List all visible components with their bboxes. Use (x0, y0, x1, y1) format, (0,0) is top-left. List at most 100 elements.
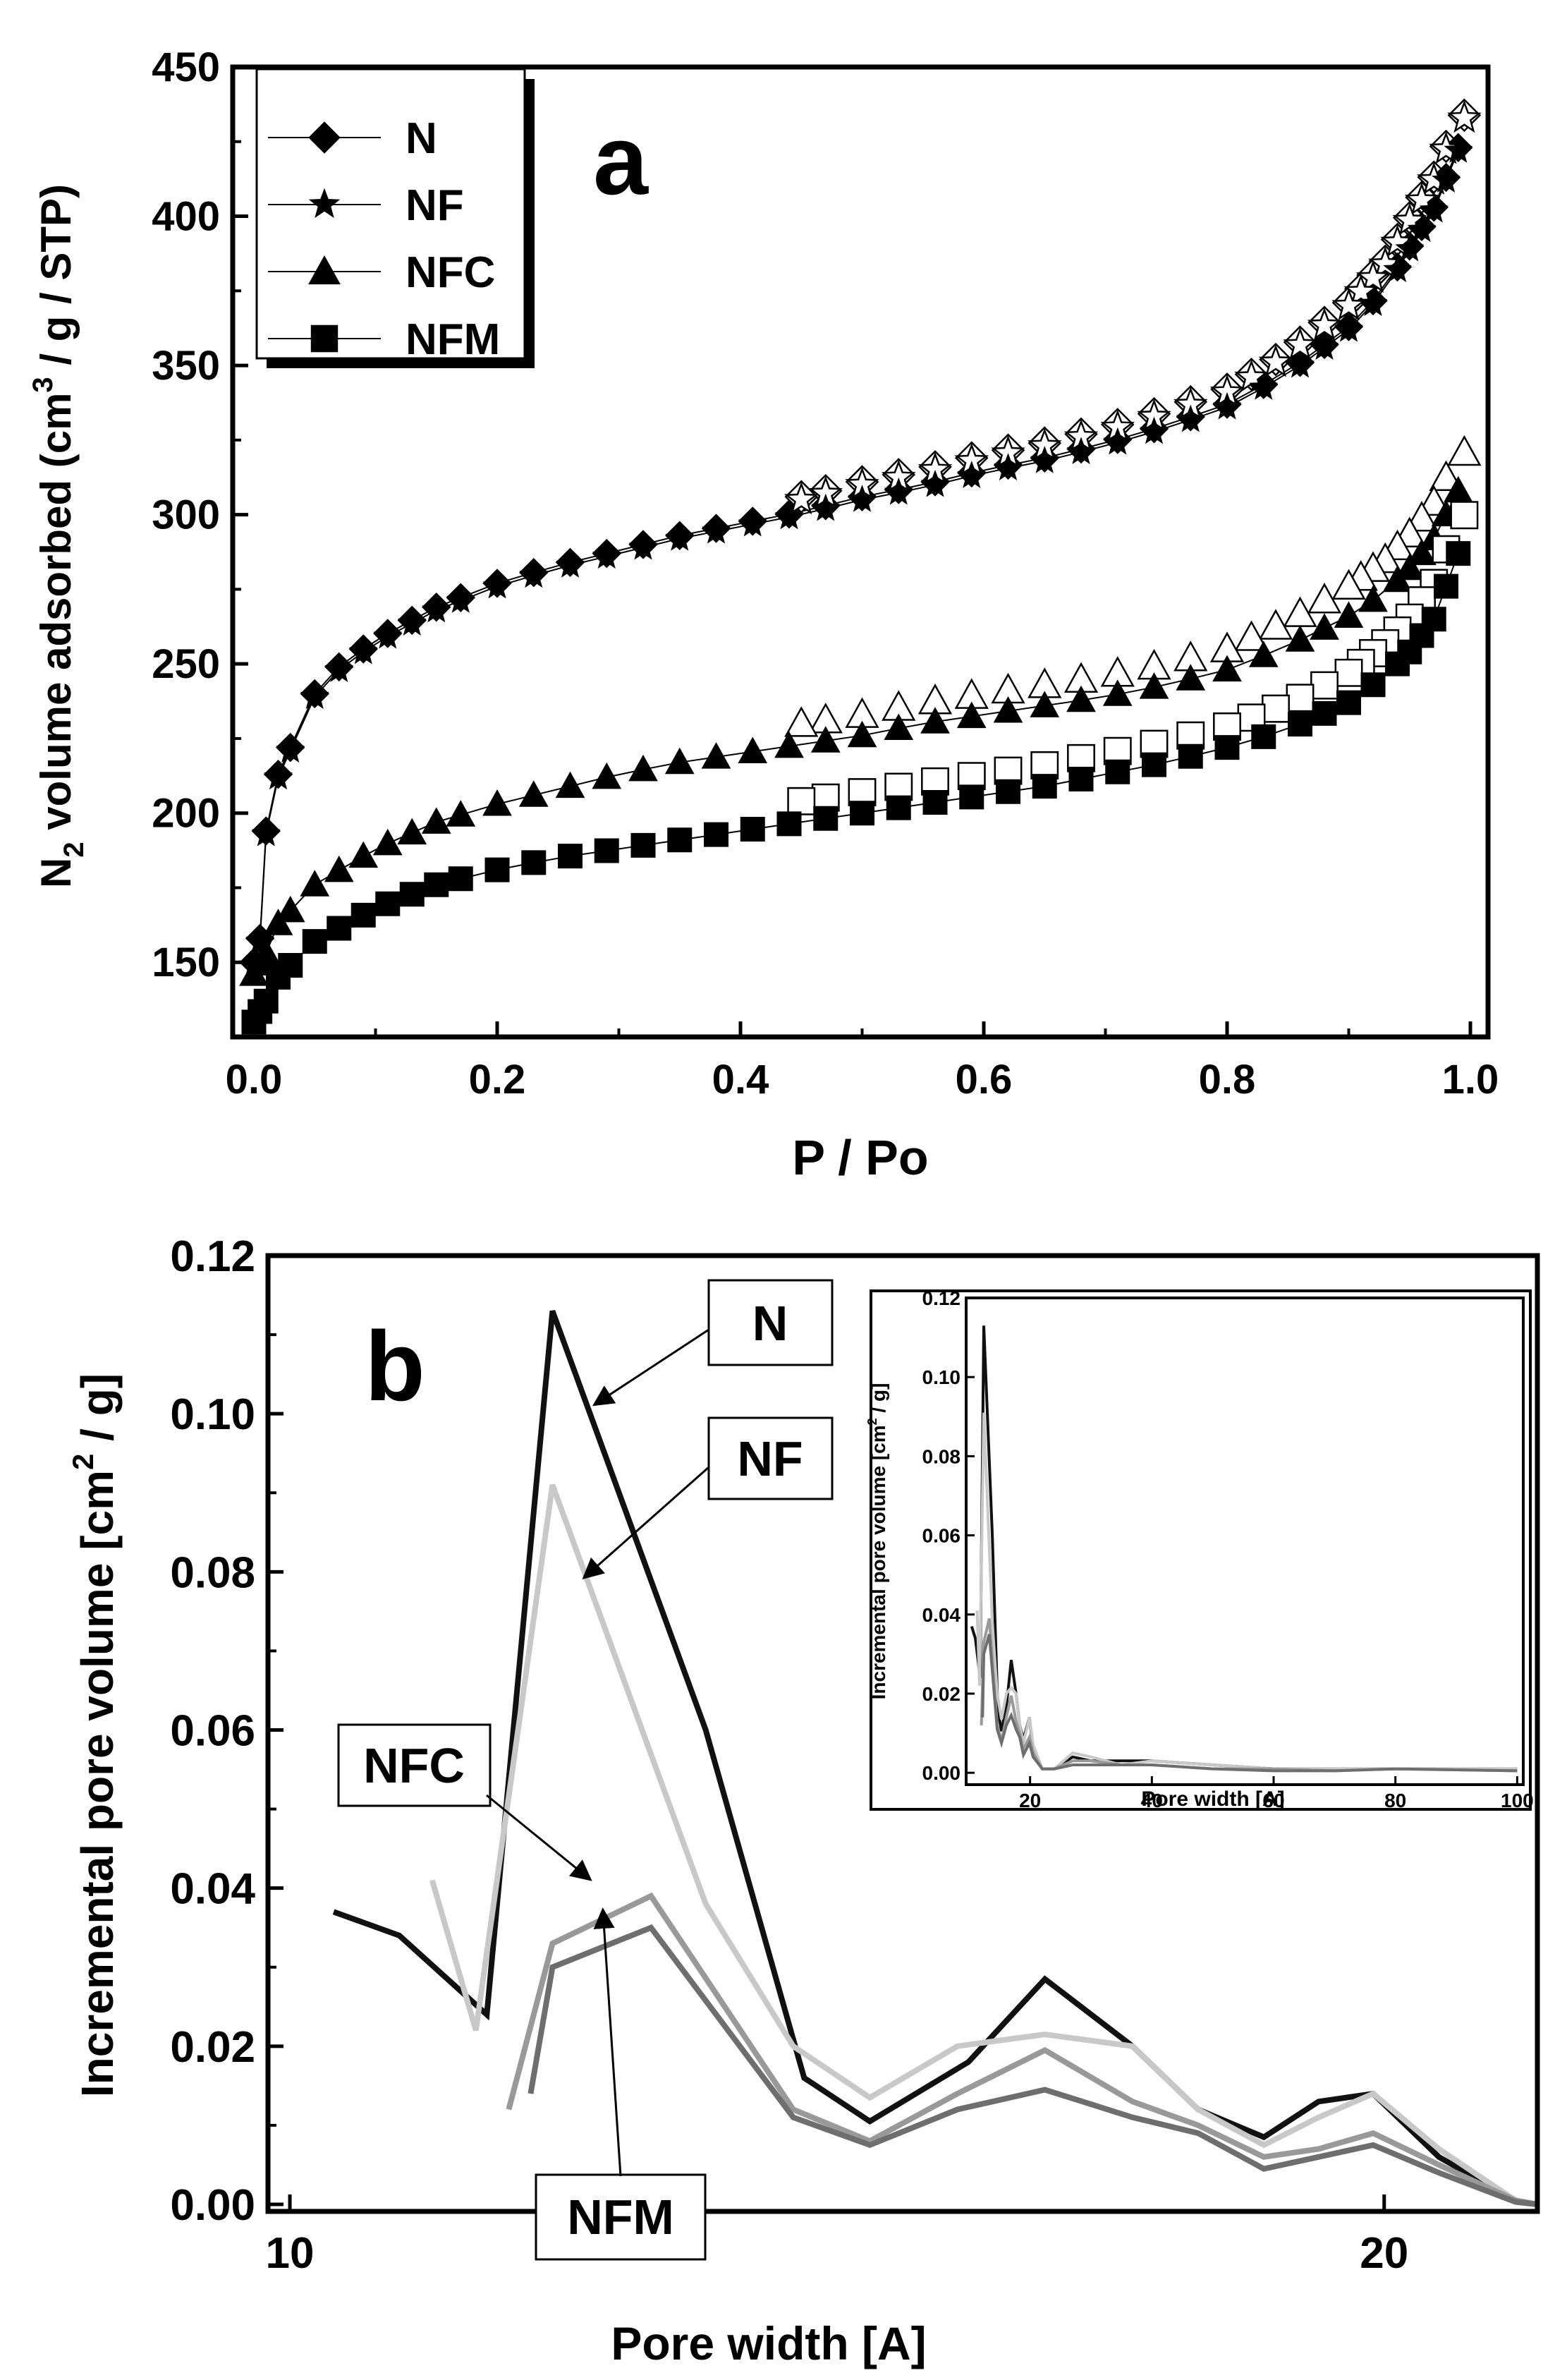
panel-a-y-tick-label: 300 (152, 492, 220, 538)
series-nfm-adsorption-point (424, 872, 449, 897)
series-nf-adsorption-point (1334, 314, 1363, 342)
series-nfc-adsorption-point (847, 720, 877, 748)
series-nfm-adsorption-point (521, 850, 547, 875)
inset-x-tick-label: 20 (1019, 1790, 1041, 1811)
inset-frame (965, 1297, 1525, 1786)
series-nf-adsorption-point (994, 453, 1023, 480)
series-nfm-adsorption-point (1251, 724, 1276, 749)
panel-a: 0.0 0.2 0.4 0.6 0.8 1.0150200250300350400450 … (28, 44, 1499, 1185)
series-nfm-adsorption-point (1178, 743, 1203, 769)
inset-x-tick-label: 40 (1141, 1790, 1163, 1811)
series-nf-adsorption-point (422, 595, 451, 623)
series-nf-adsorption-point (1395, 233, 1425, 262)
series-nfm-adsorption-point (667, 827, 693, 853)
annotation-nfm-arrow (593, 1907, 622, 2177)
series-nfc-desorption-point (1447, 435, 1482, 466)
series-nfc-adsorption-point (482, 789, 512, 816)
series-nfc-adsorption-point (1139, 672, 1169, 699)
legend-marker-n (308, 121, 341, 154)
series-nfm-adsorption-point (704, 822, 728, 847)
series-nf-adsorption-point (1176, 404, 1205, 432)
series-nf-adsorption-point (1212, 391, 1242, 420)
series-nfc-adsorption-point (1030, 691, 1060, 717)
panel-a-legend: N NF NFC NFM (255, 68, 535, 368)
series-nf-adsorption-point (702, 516, 731, 544)
series-nfc-adsorption-point (738, 736, 768, 764)
annotation-nfc-arrow (486, 1794, 592, 1881)
series-nfm-desorption-point (848, 778, 877, 807)
series-nfc-desorption-point (1331, 569, 1366, 600)
series-nfc-adsorption-point (518, 780, 549, 807)
series-nfc-adsorption-point (1248, 640, 1279, 667)
series-nfm-adsorption-point (1105, 759, 1130, 784)
series-nfm-adsorption-point (1336, 690, 1361, 715)
series-nf-adsorption-point (1286, 350, 1315, 378)
series-nfc-adsorption-point (628, 754, 658, 782)
series-nfm-adsorption-point (850, 801, 874, 826)
series-nfc-adsorption-point (1176, 664, 1206, 691)
series-nf-adsorption-point (957, 461, 987, 488)
series-nfm-adsorption-point (350, 902, 376, 928)
legend-marker-nfc (308, 255, 341, 285)
inset-series-nf (975, 1412, 1518, 1771)
panel-a-x-axis-title: P / Po (792, 1130, 928, 1185)
legend-label-nf: NF (406, 181, 464, 230)
series-nfm-desorption-point (1213, 712, 1241, 741)
series-nfm-adsorption-point (922, 789, 948, 815)
panel-a-x-tick-label: 1.0 (1442, 1057, 1499, 1103)
series-nfm-adsorption-point (1288, 712, 1312, 737)
panel-a-x-tick-label: 0.8 (1199, 1057, 1256, 1103)
series-nfm-adsorption-point (1360, 672, 1386, 698)
panel-b-y-tick-label: 0.06 (170, 1707, 255, 1756)
panel-b-y-tick-label: 0.10 (170, 1390, 255, 1439)
series-nfc-adsorption-point (1102, 679, 1133, 706)
inset-y-axis-title-end: / g] (867, 1383, 889, 1419)
series-nfm-desorption-point (1286, 684, 1315, 712)
panel-b-inset: 20 40 60 80 1000.000.020.040.060.080.100.12 … (865, 1287, 1534, 1811)
series-nf-adsorption-point (774, 502, 804, 530)
series-nfm-adsorption-point (558, 844, 583, 869)
series-nf-adsorption-point (884, 477, 913, 505)
panel-a-y-tick-label: 250 (152, 641, 220, 687)
series-nfc-adsorption-point (1310, 613, 1339, 640)
panel-b-axes: 10 20 0.00 0.02 0.04 0.06 0.08 0.10 0.12 (170, 1232, 1408, 2278)
inset-x-tick-label: 60 (1262, 1790, 1284, 1811)
panel-a-y-axis-title-sup: 3 (28, 377, 59, 392)
inset-y-tick-label: 0.12 (922, 1287, 961, 1309)
series-nfm-desorption-point (1310, 671, 1339, 700)
series-nfm-desorption-point (1067, 743, 1095, 772)
legend-marker-nfm (310, 324, 339, 353)
series-nfc-adsorption-point (664, 747, 695, 775)
panel-a-y-tick-label: 150 (152, 940, 220, 985)
series-nf-adsorption-point (1444, 135, 1473, 163)
series-nfm-adsorption-point (959, 784, 984, 810)
series-nfc-adsorption-point (1334, 601, 1364, 628)
panel-a-y-tick-label: 350 (152, 343, 220, 389)
series-nfc-adsorption-point (592, 762, 622, 789)
panel-b-series-nfm (528, 1924, 1538, 2207)
series-nfc-desorption-point (784, 706, 819, 737)
series-nf-adsorption-point (373, 621, 403, 649)
inset-axes: 20 40 60 80 100 0.00 0.02 0.04 0.06 0.08 0.10 0.12 (922, 1287, 1534, 1811)
inset-y-tick-label: 0.04 (922, 1604, 961, 1626)
series-nf-desorption-point (784, 481, 819, 515)
series-nf-adsorption-point (482, 571, 512, 599)
series-nfm-adsorption-point (1032, 774, 1057, 799)
series-nfm-adsorption-point (630, 832, 656, 858)
series-nf-adsorption-point (1249, 372, 1279, 400)
series-nfm (241, 501, 1479, 1035)
series-nfc-adsorption-point (300, 870, 330, 897)
series-nfc (239, 435, 1482, 986)
series-nfc-adsorption-point (324, 855, 354, 882)
series-nfc-adsorption-point (920, 707, 950, 734)
series-nf-desorption-point (1258, 344, 1293, 377)
legend-label-nfc: NFC (406, 248, 495, 297)
inset-y-tick-label: 0.00 (922, 1762, 961, 1784)
panel-a-x-tick-label: 0.6 (956, 1057, 1013, 1103)
series-nf-adsorption-point (811, 493, 841, 521)
series-nfc-adsorption-point (956, 701, 987, 729)
series-nfm-adsorption-point (302, 929, 327, 954)
panel-b-annotation-n: N (707, 1279, 834, 1366)
series-nf-adsorption-point (324, 655, 354, 682)
series-nfm-adsorption-point (1142, 752, 1166, 777)
